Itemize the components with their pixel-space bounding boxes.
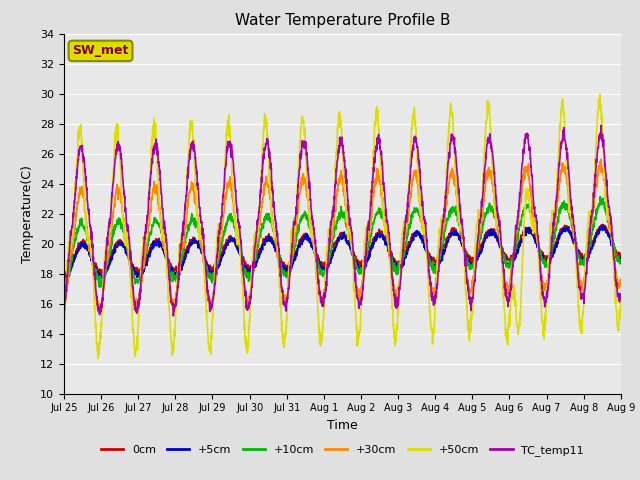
Y-axis label: Temperature(C): Temperature(C) xyxy=(22,165,35,263)
Title: Water Temperature Profile B: Water Temperature Profile B xyxy=(235,13,450,28)
Text: SW_met: SW_met xyxy=(72,44,129,58)
X-axis label: Time: Time xyxy=(327,419,358,432)
Legend: 0cm, +5cm, +10cm, +30cm, +50cm, TC_temp11: 0cm, +5cm, +10cm, +30cm, +50cm, TC_temp1… xyxy=(96,440,589,460)
